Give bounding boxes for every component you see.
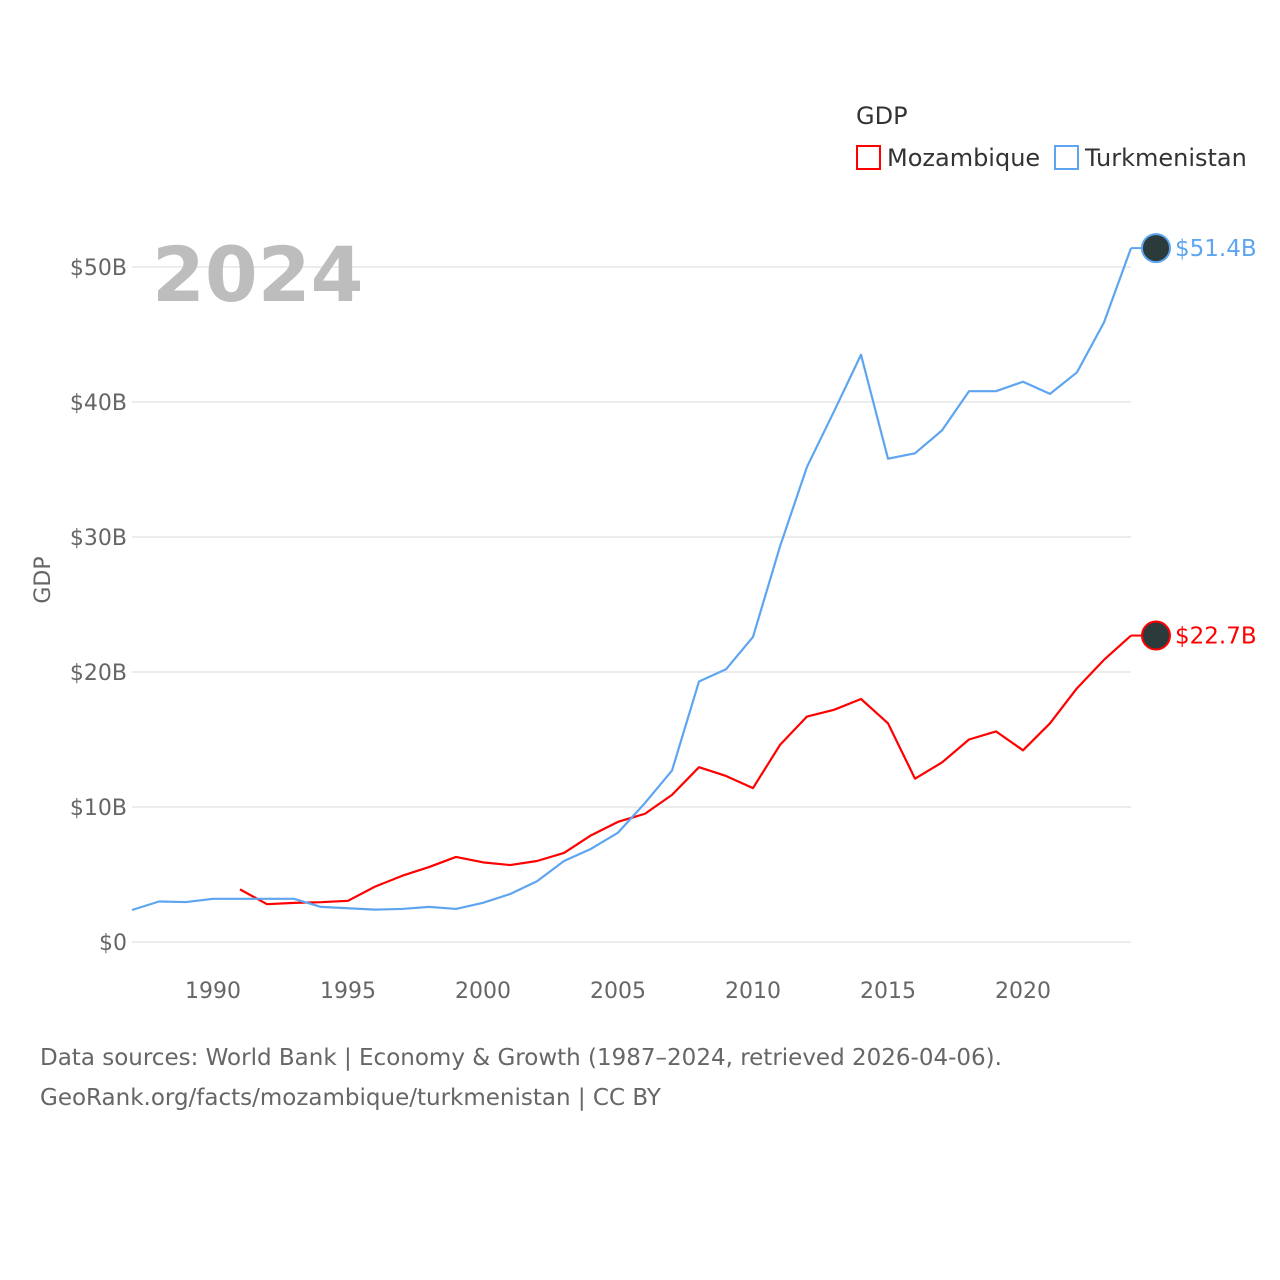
year-watermark: 2024: [152, 230, 364, 319]
x-tick-label: 2000: [455, 979, 511, 1004]
x-tick-label: 2005: [590, 979, 646, 1004]
end-value-label-mozambique: $22.7B: [1175, 624, 1257, 650]
x-tick-label: 1995: [320, 979, 376, 1004]
x-tick-label: 2015: [860, 979, 916, 1004]
legend-label-turkmenistan[interactable]: Turkmenistan: [1084, 144, 1247, 172]
legend-title: GDP: [856, 102, 908, 130]
y-tick-label: $30B: [70, 526, 127, 551]
flag-icon-mozambique: [1141, 620, 1171, 651]
legend-swatch-turkmenistan: [1054, 145, 1079, 170]
footer-link[interactable]: GeoRank.org/facts/mozambique/turkmenista…: [40, 1085, 661, 1111]
y-tick-label: $20B: [70, 661, 127, 686]
y-tick-label: $0: [99, 931, 127, 956]
x-tick-label: 1990: [185, 979, 241, 1004]
legend-swatch-mozambique: [856, 145, 881, 170]
legend-label-mozambique[interactable]: Mozambique: [887, 144, 1040, 172]
x-tick-label: 2020: [995, 979, 1051, 1004]
y-axis-label: GDP: [31, 556, 56, 603]
y-tick-label: $40B: [70, 391, 127, 416]
flag-icon-turkmenistan: [1141, 233, 1171, 264]
x-tick-label: 2010: [725, 979, 781, 1004]
footer-sources: Data sources: World Bank | Economy & Gro…: [40, 1045, 1002, 1071]
y-tick-label: $10B: [70, 796, 127, 821]
end-value-label-turkmenistan: $51.4B: [1175, 236, 1257, 262]
series-line-mozambique: [239, 634, 1132, 906]
series-line-turkmenistan: [131, 247, 1133, 912]
y-tick-label: $50B: [70, 256, 127, 281]
